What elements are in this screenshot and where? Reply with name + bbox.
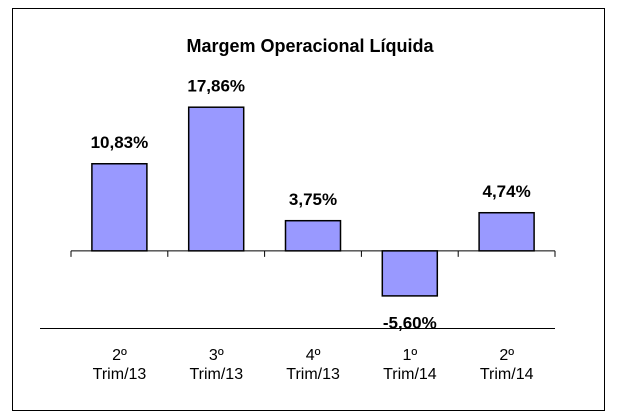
bar (381, 250, 439, 297)
x-tick-label: 2º Trim/13 (92, 347, 147, 383)
x-tick-label: 2º Trim/14 (479, 347, 534, 383)
bar (91, 163, 148, 252)
bar (284, 219, 342, 252)
data-label: -5,60% (383, 313, 437, 332)
x-tick-label: 1º Trim/14 (383, 347, 437, 383)
x-tick-label: 4º Trim/13 (286, 347, 340, 383)
data-label: 10,83% (91, 133, 149, 152)
data-label: 4,74% (482, 182, 530, 201)
data-label: 17,86% (187, 77, 245, 96)
bar (187, 106, 245, 252)
chart-title: Margem Operacional Líquida (186, 36, 434, 56)
x-tick-label: 3º Trim/13 (189, 347, 244, 383)
data-label: 3,75% (289, 190, 337, 209)
bar (478, 211, 535, 252)
